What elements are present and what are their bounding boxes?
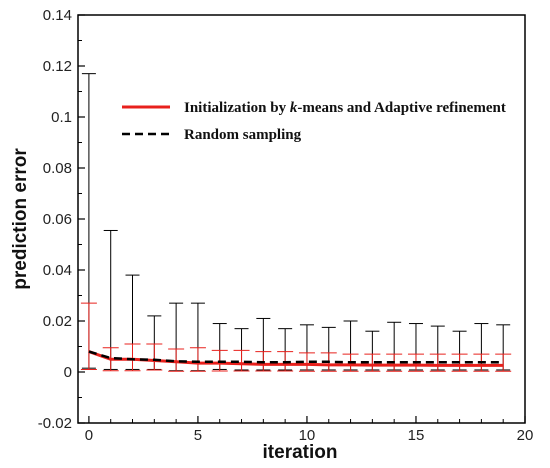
- y-tick-label: 0.08: [43, 160, 72, 177]
- x-tick-label: 5: [194, 427, 202, 444]
- x-tick-label: 20: [517, 427, 534, 444]
- y-tick-label: 0.04: [43, 262, 72, 279]
- y-tick-label: 0.1: [51, 109, 72, 126]
- random-sampling-series-line: [88, 350, 504, 364]
- x-axis-title: iteration: [263, 442, 338, 463]
- y-tick-label: 0: [64, 364, 72, 381]
- y-tick-label: -0.02: [38, 415, 72, 432]
- series-lines: [88, 350, 504, 367]
- y-tick-label: 0.14: [43, 7, 72, 24]
- axis-ticks: -0.02 0 0.02 0.04 0.06 0.08 0.1 0.12 0.14 0 5 10 15 2…: [38, 7, 534, 444]
- y-axis-title: prediction error: [10, 148, 31, 290]
- legend-label-random: Random sampling: [184, 127, 302, 143]
- y-tick-label: 0.12: [43, 58, 72, 75]
- error-bars: [80, 73, 512, 372]
- y-tick-label: 0.06: [43, 211, 72, 228]
- x-tick-label: 15: [408, 427, 425, 444]
- y-tick-label: 0.02: [43, 313, 72, 330]
- legend-label-kmeans: Initialization by k-means and Adaptive r…: [184, 100, 506, 116]
- x-tick-label: 0: [85, 427, 93, 444]
- x-tick-label: 10: [299, 427, 316, 444]
- legend: Initialization by k-means and Adaptive r…: [122, 100, 506, 143]
